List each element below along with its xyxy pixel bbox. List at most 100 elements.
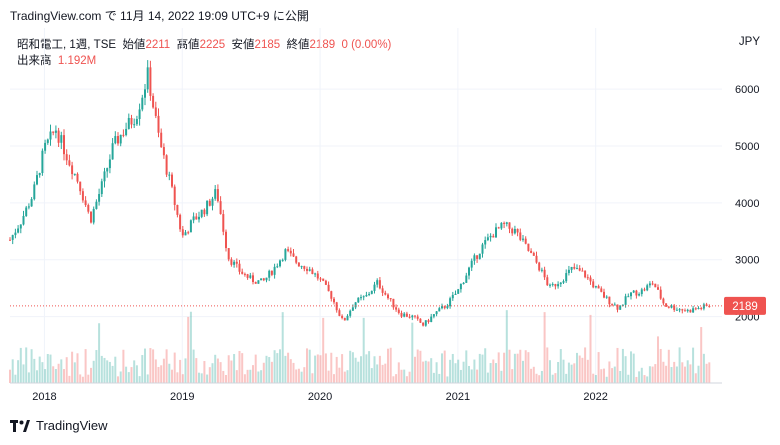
candle-body [27, 206, 30, 208]
candle-body [362, 296, 365, 298]
candle-body [200, 209, 203, 217]
volume-bar [30, 349, 33, 383]
volume-bar [516, 353, 519, 383]
candle-body [257, 280, 260, 284]
volume-bar [549, 360, 551, 383]
symbol-label: 昭和電工, 1週, TSE [17, 39, 117, 51]
volume-bar [38, 356, 41, 383]
volume-bar [414, 356, 416, 383]
candle-body [573, 266, 576, 269]
volume-bar [203, 361, 206, 383]
volume-bar [181, 374, 184, 383]
candle-body [281, 259, 284, 261]
volume-bar [346, 370, 349, 383]
volume-bar [22, 364, 25, 383]
volume-bar [17, 360, 20, 383]
candle-body [127, 117, 130, 129]
candle-body [603, 291, 605, 298]
volume-bar [597, 352, 600, 383]
volume-bar [171, 369, 173, 383]
candle-body [584, 270, 587, 278]
candle-body [292, 253, 295, 257]
candle-body [30, 199, 33, 207]
volume-bar [692, 347, 695, 383]
candle-body [235, 261, 238, 264]
candle-body [546, 277, 549, 286]
volume-bar [511, 369, 514, 383]
candle-body [381, 288, 384, 293]
candle-body [705, 304, 708, 306]
volume-bar [697, 365, 700, 383]
volume-bar [624, 356, 627, 383]
candle-body [468, 267, 470, 276]
volume-bar [648, 366, 651, 383]
candle-body [60, 135, 63, 143]
candle-body [119, 134, 122, 144]
candle-body [651, 283, 654, 285]
candle-body [219, 201, 222, 215]
candle-body [108, 159, 111, 169]
candle-body [605, 296, 608, 298]
volume-bar [486, 372, 489, 383]
candle-body [594, 286, 597, 288]
volume-bar [333, 374, 335, 383]
candle-body [92, 208, 95, 223]
candle-body [465, 275, 468, 283]
footer-brand[interactable]: TradingView [10, 418, 108, 433]
volume-bar [149, 348, 152, 383]
candle-body [322, 278, 325, 281]
ohlc-legend: 昭和電工, 1週, TSE 始値2211 高値2225 安値2185 終値218… [17, 36, 391, 52]
volume-bar [165, 349, 168, 383]
volume-bar [284, 355, 287, 383]
candle-body [638, 294, 641, 296]
volume-bar [424, 360, 427, 383]
candle-body [111, 143, 114, 160]
candle-body [52, 131, 55, 133]
candle-body [678, 309, 681, 311]
volume-bar [357, 361, 360, 383]
volume-bar [646, 376, 649, 383]
candle-body [324, 280, 327, 285]
volume-bar [49, 354, 52, 383]
volume-bar [573, 363, 576, 383]
candle-body [254, 282, 257, 284]
volume-bar [76, 353, 79, 383]
volume-bar [470, 369, 473, 383]
volume-bar [368, 351, 371, 383]
volume-bar [473, 359, 476, 383]
volume-bar [300, 371, 303, 383]
volume-bar [214, 354, 217, 383]
volume-bar [52, 366, 55, 383]
volume-bar [295, 369, 298, 383]
candle-body [241, 271, 244, 274]
volume-bar [14, 374, 17, 383]
volume-bar [95, 350, 98, 383]
candle-body [333, 298, 335, 303]
volume-bar [365, 354, 368, 383]
volume-bar [270, 361, 273, 383]
candle-body [68, 160, 71, 166]
volume-bar [389, 347, 392, 383]
candle-body [549, 284, 551, 286]
volume-bar [562, 359, 565, 383]
candle-body [211, 198, 214, 206]
volume-bar [670, 367, 673, 383]
volume-bar [117, 376, 119, 383]
candle-body [470, 260, 473, 268]
candle-body [346, 315, 349, 321]
volume-bar [513, 353, 516, 383]
candle-body [597, 286, 600, 289]
candle-body [71, 165, 74, 175]
volume-bar [73, 362, 76, 383]
candle-body [314, 273, 317, 275]
volume-bar [160, 365, 163, 383]
candle-body [246, 274, 249, 278]
candle-body [306, 268, 308, 271]
volume-bar [246, 369, 249, 383]
candle-body [125, 128, 128, 136]
candle-body [206, 200, 209, 215]
volume-bar [100, 355, 103, 383]
candle-body [459, 283, 462, 290]
